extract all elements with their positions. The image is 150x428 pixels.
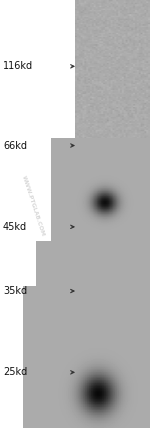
Text: 25kd: 25kd bbox=[3, 367, 27, 377]
Bar bbox=[75, 0, 150, 428]
Text: WWW.PTGLAB.COM: WWW.PTGLAB.COM bbox=[21, 174, 45, 237]
Text: 66kd: 66kd bbox=[3, 140, 27, 151]
Text: 35kd: 35kd bbox=[3, 286, 27, 296]
Text: 116kd: 116kd bbox=[3, 61, 33, 71]
Text: 45kd: 45kd bbox=[3, 222, 27, 232]
